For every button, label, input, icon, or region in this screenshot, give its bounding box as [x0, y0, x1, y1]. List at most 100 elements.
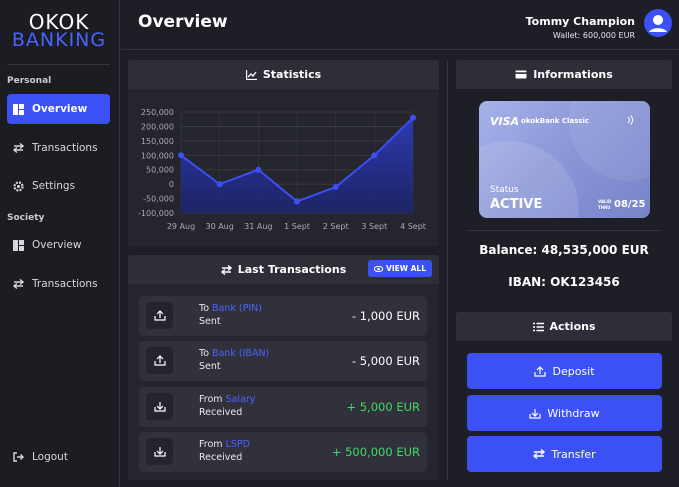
icon	[153, 310, 166, 321]
icon	[13, 239, 24, 251]
transaction-status: Received	[199, 452, 243, 463]
card-brand: VISA	[490, 115, 520, 128]
card-valid-bottom: THRU	[598, 205, 611, 210]
panel-title: Actions	[549, 320, 596, 333]
icon	[153, 402, 166, 412]
point	[178, 152, 184, 159]
y-tick-label: 100,000	[141, 151, 174, 160]
icon	[153, 447, 166, 457]
y-tick-label: 200,000	[141, 122, 174, 131]
panel-title: Informations	[533, 68, 613, 81]
direction: To	[199, 348, 210, 359]
page-title: Overview	[138, 12, 228, 32]
button-label: Withdraw	[547, 406, 600, 420]
iban: IBAN: OK123456	[508, 275, 620, 289]
button-label: Transfer	[551, 447, 596, 461]
avatar[interactable]	[644, 9, 672, 37]
nav-label: Overview	[32, 103, 88, 115]
target: Bank (IBAN)	[212, 348, 270, 359]
y-tick-label: 150,000	[141, 137, 174, 146]
transaction-icon	[146, 393, 173, 420]
nav-item[interactable]: Overview	[7, 94, 110, 124]
view-all-button[interactable]: VIEW ALL	[368, 260, 432, 277]
nav-label: Logout	[32, 451, 68, 463]
y-tick-label: -50,000	[143, 195, 174, 204]
transaction-status: Received	[199, 407, 243, 418]
transaction-row: From LSPD Received + 500,000 EUR	[139, 432, 427, 472]
panel-header: Informations	[456, 60, 672, 89]
bank-card: VISA okokBank Classic Status ACTIVE VALI…	[479, 101, 650, 218]
icon	[534, 365, 547, 377]
target: LSPD	[225, 439, 250, 450]
nav-item[interactable]: Transactions	[7, 269, 110, 299]
icon	[220, 264, 232, 275]
divider	[467, 230, 662, 231]
panel-title: Last Transactions	[237, 263, 347, 276]
card-expiry: 08/25	[614, 199, 646, 210]
x-tick-label: 31 Aug	[244, 222, 272, 231]
transaction-row: To Bank (IBAN) Sent - 5,000 EUR	[139, 341, 427, 381]
nav-item[interactable]: Overview	[7, 230, 110, 260]
transaction-amount: + 500,000 EUR	[331, 445, 420, 459]
transaction-amount: - 5,000 EUR	[351, 354, 420, 368]
withdraw-button[interactable]: Withdraw	[467, 395, 662, 431]
balance: Balance: 48,535,000 EUR	[479, 243, 649, 257]
direction: From	[199, 439, 223, 450]
point	[332, 184, 339, 191]
deposit-button[interactable]: Deposit	[467, 353, 662, 389]
actions-panel: Actions	[456, 312, 672, 341]
direction: To	[199, 303, 210, 314]
card-name: okokBank Classic	[521, 117, 590, 125]
point	[410, 114, 416, 121]
icon	[153, 355, 166, 366]
direction: From	[199, 394, 223, 405]
icon	[13, 452, 24, 462]
nav-item[interactable]: Transactions	[7, 133, 110, 163]
x-tick-label: 29 Aug	[167, 222, 195, 231]
card-status-label: Status	[490, 185, 519, 195]
card-valid-top: VALID	[598, 199, 612, 204]
section-title: Society	[7, 213, 45, 223]
icon	[13, 180, 24, 192]
wallet: Wallet: 600,000 EUR	[552, 31, 635, 40]
transaction-status: Sent	[199, 316, 221, 327]
icon	[13, 279, 24, 289]
nav-item[interactable]: Settings	[7, 171, 110, 201]
point	[294, 198, 300, 205]
transaction-amount: + 5,000 EUR	[346, 400, 420, 414]
x-tick-label: 1 Sept	[284, 222, 310, 231]
card-status: ACTIVE	[490, 197, 543, 212]
y-tick-label: -100,000	[138, 209, 174, 218]
area	[181, 117, 413, 213]
sidebar: OKOK BANKING Personal Overview Transacti…	[0, 0, 120, 487]
transaction-party: From Salary	[199, 394, 255, 405]
panel-title: Statistics	[262, 68, 322, 81]
y-tick-label: 250,000	[141, 108, 174, 117]
divider	[447, 60, 448, 480]
icon	[532, 322, 544, 331]
transaction-row: To Bank (PIN) Sent - 1,000 EUR	[139, 296, 427, 336]
y-tick-label: 50,000	[146, 166, 174, 175]
logout-button[interactable]: Logout	[7, 442, 110, 472]
panel-header: Statistics	[128, 60, 439, 89]
contactless-icon	[627, 115, 633, 125]
logo-bottom: BANKING	[11, 29, 107, 51]
y-tick-label: 0	[169, 180, 174, 189]
user-name: Tommy Champion	[525, 15, 635, 28]
transaction-icon	[146, 438, 173, 465]
x-tick-label: 3 Sept	[361, 222, 387, 231]
button-label: VIEW ALL	[386, 264, 426, 273]
icon	[13, 143, 24, 153]
transaction-amount: - 1,000 EUR	[351, 309, 420, 323]
chart: 29 Aug 30 Aug 31 Aug 1 Sept 2 Sept 3 Sept 4 Se…	[138, 108, 426, 231]
icon	[13, 103, 24, 115]
transaction-icon	[146, 302, 173, 329]
nav-label: Settings	[32, 180, 76, 192]
nav-label: Overview	[32, 239, 82, 251]
icon	[374, 265, 384, 272]
transfer-button[interactable]: Transfer	[467, 436, 662, 472]
target: Salary	[225, 394, 256, 405]
transaction-party: From LSPD	[199, 439, 250, 450]
section-title: Personal	[7, 76, 52, 86]
